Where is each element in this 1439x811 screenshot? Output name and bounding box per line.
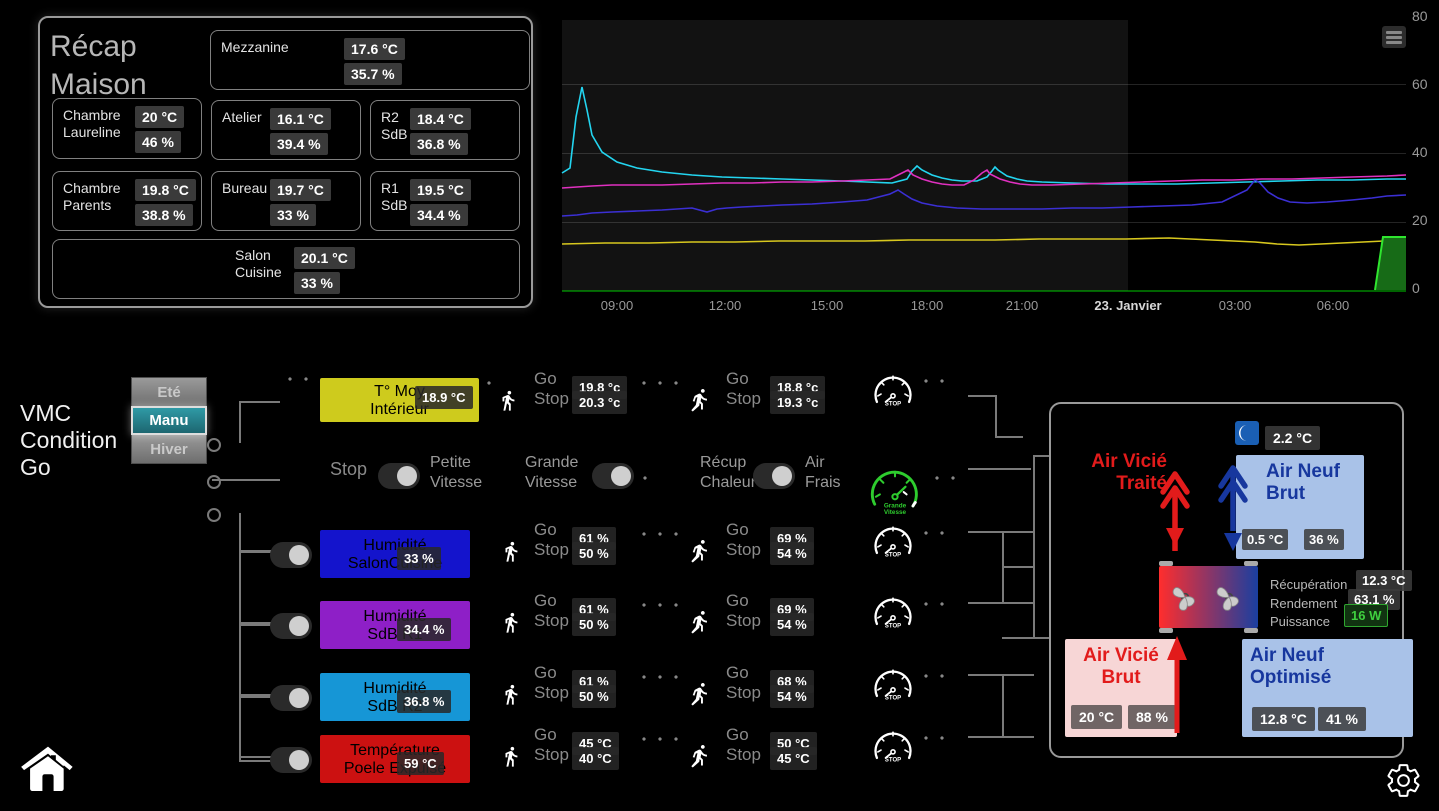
svg-text:STOP: STOP	[885, 553, 901, 559]
svg-text:STOP: STOP	[885, 696, 901, 702]
svg-text:STOP: STOP	[885, 758, 901, 764]
svg-text:Vitesse: Vitesse	[884, 509, 907, 516]
svg-text:STOP: STOP	[885, 402, 901, 408]
svg-text:STOP: STOP	[885, 624, 901, 630]
